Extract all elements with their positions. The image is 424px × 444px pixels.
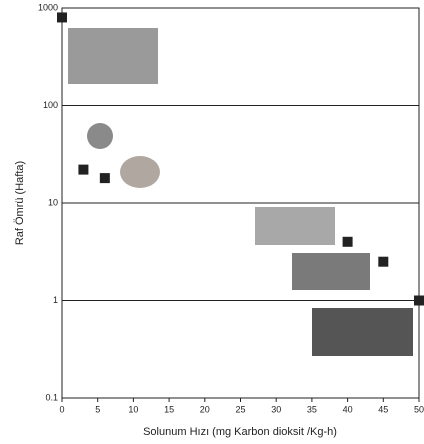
asparagus-image xyxy=(292,253,370,290)
point xyxy=(100,173,110,183)
x-tick-label: 35 xyxy=(307,404,317,414)
apple-image xyxy=(87,123,113,149)
point xyxy=(414,296,424,306)
x-tick-label: 40 xyxy=(343,404,353,414)
x-tick-label: 30 xyxy=(271,404,281,414)
x-tick-label: 45 xyxy=(378,404,388,414)
point xyxy=(343,237,353,247)
chart: Solunum Hızı (mg Karbon dioksit /Kg-h) R… xyxy=(0,0,424,444)
x-tick-label: 20 xyxy=(200,404,210,414)
y-tick-label: 100 xyxy=(43,100,58,110)
y-tick-label: 10 xyxy=(48,197,58,207)
point xyxy=(378,257,388,267)
x-axis-label: Solunum Hızı (mg Karbon dioksit /Kg-h) xyxy=(143,426,337,438)
y-tick-label: 0.1 xyxy=(45,392,58,402)
wheat-image xyxy=(68,28,158,84)
x-tick-label: 10 xyxy=(128,404,138,414)
greens-image xyxy=(255,207,335,245)
y-tick-label: 1 xyxy=(53,295,58,305)
point xyxy=(78,165,88,175)
y-tick-label: 1000 xyxy=(38,2,58,12)
x-tick-label: 0 xyxy=(59,404,64,414)
bread-image xyxy=(120,156,160,188)
x-tick-label: 50 xyxy=(414,404,424,414)
x-tick-label: 15 xyxy=(164,404,174,414)
x-tick-label: 5 xyxy=(95,404,100,414)
y-axis-label: Raf Ömrü (Hafta) xyxy=(14,161,26,245)
illustrations xyxy=(68,28,413,356)
beans-image xyxy=(312,308,413,356)
point xyxy=(57,12,67,22)
x-tick-label: 25 xyxy=(235,404,245,414)
page: {"chart_data": {"type": "scatter", "x_la… xyxy=(0,0,424,444)
